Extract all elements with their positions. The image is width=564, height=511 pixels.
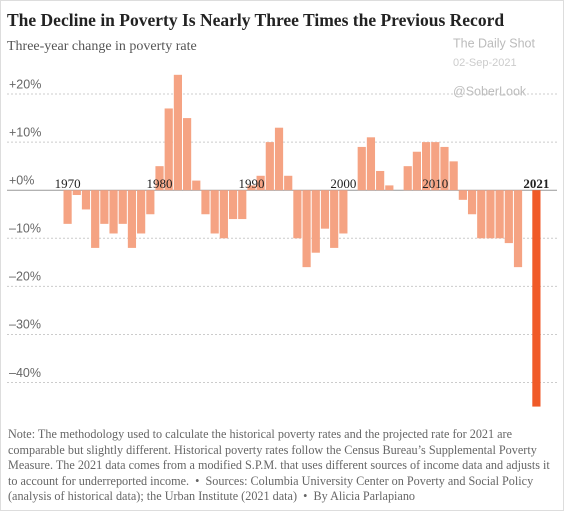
y-tick-label: –20%	[9, 270, 41, 284]
bar	[504, 190, 513, 244]
bar	[412, 151, 421, 191]
y-tick-label: –10%	[9, 222, 41, 236]
bar	[219, 190, 228, 239]
bar	[91, 190, 100, 248]
bar	[385, 185, 394, 191]
bar	[449, 161, 458, 191]
bar	[357, 146, 366, 191]
bar	[127, 190, 137, 248]
x-tick-label: 1980	[147, 176, 173, 191]
bar	[192, 180, 201, 191]
x-tick-label: 2021	[523, 176, 549, 191]
bar	[431, 142, 440, 191]
y-tick-label: +10%	[9, 125, 41, 139]
bar	[366, 137, 376, 191]
bar	[486, 190, 495, 239]
bar	[81, 190, 91, 210]
bar	[495, 190, 504, 239]
bar	[467, 190, 477, 215]
bar	[265, 142, 274, 191]
bar	[210, 190, 219, 234]
bar	[72, 190, 81, 196]
bar	[422, 142, 431, 191]
chart-title: The Decline in Poverty Is Nearly Three T…	[7, 10, 504, 30]
bar	[532, 190, 541, 407]
bar	[311, 190, 320, 253]
bar	[238, 190, 247, 220]
bar	[146, 190, 155, 215]
bar	[100, 190, 109, 224]
chart-subtitle: Three-year change in poverty rate	[7, 39, 197, 54]
chart: The Decline in Poverty Is Nearly Three T…	[7, 10, 557, 407]
bar	[173, 74, 182, 191]
note: Note: The methodology used to calculate …	[8, 427, 550, 503]
bar	[513, 190, 523, 268]
bar	[477, 190, 486, 239]
bar	[137, 190, 146, 234]
bar	[63, 190, 72, 224]
x-tick-label: 2000	[330, 176, 356, 191]
bar	[302, 190, 311, 268]
bar	[247, 185, 256, 191]
bar	[118, 190, 127, 224]
watermark: The Daily Shot	[453, 36, 536, 50]
bar	[183, 118, 192, 191]
y-tick-label: +0%	[9, 174, 34, 188]
bar	[376, 170, 385, 191]
x-tick-label: 1990	[238, 176, 264, 191]
x-tick-label: 1970	[55, 176, 81, 191]
watermark: 02-Sep-2021	[453, 57, 517, 69]
bar	[403, 166, 412, 191]
y-tick-label: +20%	[9, 77, 41, 91]
bar	[274, 127, 284, 191]
bar	[320, 190, 330, 229]
bar	[284, 175, 293, 191]
bar	[339, 190, 348, 234]
bar	[256, 175, 265, 191]
x-tick-label: 2010	[422, 176, 448, 191]
bar	[228, 190, 238, 220]
bar	[164, 108, 173, 191]
y-tick-label: –30%	[9, 318, 41, 332]
bar	[109, 190, 118, 234]
bar	[330, 190, 339, 248]
y-tick-label: –40%	[9, 366, 41, 380]
bar	[201, 190, 210, 215]
bar	[440, 146, 449, 191]
bar	[458, 190, 467, 200]
bar	[293, 190, 302, 239]
bar	[155, 166, 164, 191]
watermark: @SoberLook	[453, 84, 527, 98]
